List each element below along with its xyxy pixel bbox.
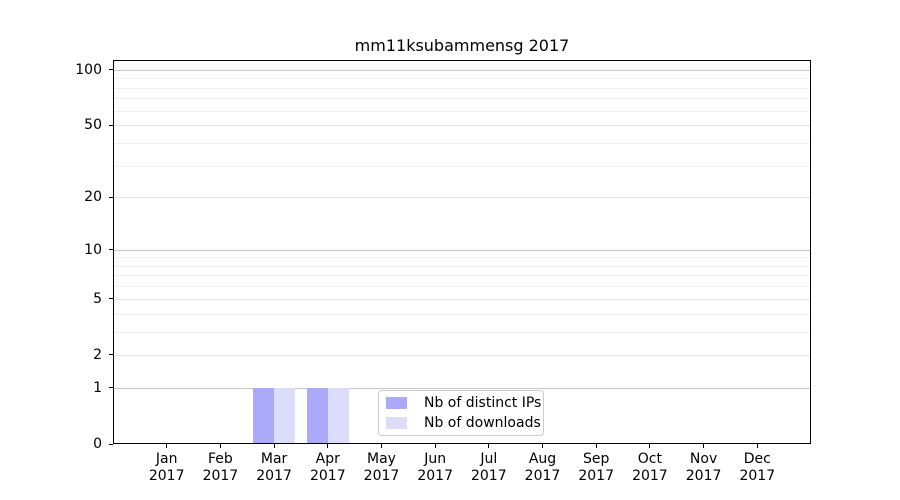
x-tickmark xyxy=(327,444,329,448)
bar-distinct-ips-mar xyxy=(253,387,275,444)
x-tick-month: May xyxy=(367,451,396,467)
y-tickmark xyxy=(109,387,113,389)
x-tick-month: Apr xyxy=(315,451,340,467)
minor-gridline xyxy=(113,165,811,167)
x-tickmark xyxy=(273,444,275,448)
x-tick-label: Apr 2017 xyxy=(298,451,358,485)
y-tick-label: 5 xyxy=(93,290,102,307)
y-tick-label: 2 xyxy=(93,346,102,363)
x-tick-label: Jul 2017 xyxy=(459,451,519,485)
y-tick-label: 10 xyxy=(84,241,102,258)
y-tickmark xyxy=(109,249,113,251)
x-tick-month: Oct xyxy=(637,451,662,467)
x-tick-month: Feb xyxy=(207,451,233,467)
x-tick-year: 2017 xyxy=(363,468,400,484)
chart-title: mm11ksubammensg 2017 xyxy=(354,36,570,55)
minor-gridline xyxy=(113,275,811,277)
legend-swatch-distinct-ips xyxy=(386,397,407,409)
x-tick-month: Dec xyxy=(743,451,771,467)
legend-swatch-downloads xyxy=(386,417,407,429)
x-tick-label: Mar 2017 xyxy=(244,451,304,485)
x-tick-year: 2017 xyxy=(524,468,561,484)
x-tick-year: 2017 xyxy=(309,468,346,484)
minor-gridline xyxy=(113,78,811,80)
y-tickmark xyxy=(109,298,113,300)
x-tick-month: Jun xyxy=(424,451,447,467)
plot-area xyxy=(113,60,811,444)
y-tick-label: 100 xyxy=(75,61,102,78)
minor-gridline xyxy=(113,257,811,259)
x-tick-label: Aug 2017 xyxy=(513,451,573,485)
major-gridline xyxy=(113,125,811,127)
minor-gridline xyxy=(113,331,811,333)
y-tick-label: 0 xyxy=(93,436,102,452)
y-tick-label: 50 xyxy=(84,117,102,134)
legend-label: Nb of distinct IPs xyxy=(424,394,542,411)
x-tick-year: 2017 xyxy=(739,468,776,484)
x-tickmark xyxy=(756,444,758,448)
x-tick-label: Nov 2017 xyxy=(674,451,734,485)
minor-gridline xyxy=(113,98,811,100)
x-tick-year: 2017 xyxy=(256,468,292,484)
minor-gridline xyxy=(113,87,811,89)
major-gridline xyxy=(113,387,811,389)
x-tickmark xyxy=(703,444,705,448)
legend-item: Nb of distinct IPs xyxy=(386,394,543,411)
x-tick-label: Sep 2017 xyxy=(566,451,626,485)
x-tick-label: Jun 2017 xyxy=(405,451,465,485)
major-gridline xyxy=(113,249,811,251)
legend-item: Nb of downloads xyxy=(386,414,543,431)
minor-gridline xyxy=(113,313,811,315)
y-tick-label: 20 xyxy=(84,189,102,206)
x-tick-year: 2017 xyxy=(685,468,722,484)
y-tick-label: 1 xyxy=(93,379,102,396)
x-tickmark xyxy=(166,444,168,448)
x-tick-year: 2017 xyxy=(578,468,614,484)
minor-gridline xyxy=(113,110,811,112)
y-tickmark xyxy=(109,124,113,126)
major-gridline xyxy=(113,354,811,356)
x-tick-month: Sep xyxy=(582,451,610,467)
minor-gridline xyxy=(113,286,811,288)
x-tick-label: Feb 2017 xyxy=(190,451,250,485)
legend-label: Nb of downloads xyxy=(424,414,541,431)
x-tick-year: 2017 xyxy=(202,468,239,484)
major-gridline xyxy=(113,197,811,199)
x-tickmark xyxy=(381,444,382,448)
y-tickmark xyxy=(109,443,113,445)
x-tickmark xyxy=(488,444,490,448)
x-tick-month: Jul xyxy=(480,451,498,467)
x-tickmark xyxy=(434,444,436,448)
x-tickmark xyxy=(649,444,651,448)
bar-distinct-ips-apr xyxy=(306,387,328,444)
x-tick-month: Nov xyxy=(689,451,718,467)
bar-downloads-mar xyxy=(274,387,296,444)
x-tickmark xyxy=(542,444,543,448)
bar-downloads-apr xyxy=(327,387,349,444)
legend: Nb of distinct IPs Nb of downloads xyxy=(378,390,544,436)
y-tickmark xyxy=(109,354,113,356)
major-gridline xyxy=(113,298,811,300)
x-tick-label: May 2017 xyxy=(352,451,412,485)
major-gridline xyxy=(113,69,811,71)
minor-gridline xyxy=(113,142,811,144)
x-tick-year: 2017 xyxy=(148,468,185,484)
x-tick-month: Mar xyxy=(260,451,288,467)
x-tick-month: Aug xyxy=(528,451,557,467)
x-tick-year: 2017 xyxy=(632,468,668,484)
x-tickmark xyxy=(219,444,221,448)
minor-gridline xyxy=(113,265,811,267)
x-tick-year: 2017 xyxy=(470,468,507,484)
y-tickmark xyxy=(109,69,113,71)
x-tick-month: Jan xyxy=(155,451,178,467)
x-tick-year: 2017 xyxy=(417,468,453,484)
x-tick-label: Oct 2017 xyxy=(620,451,680,485)
x-tick-label: Dec 2017 xyxy=(727,451,787,485)
y-tickmark xyxy=(109,196,113,198)
x-tick-label: Jan 2017 xyxy=(137,451,197,485)
x-tickmark xyxy=(595,444,597,448)
